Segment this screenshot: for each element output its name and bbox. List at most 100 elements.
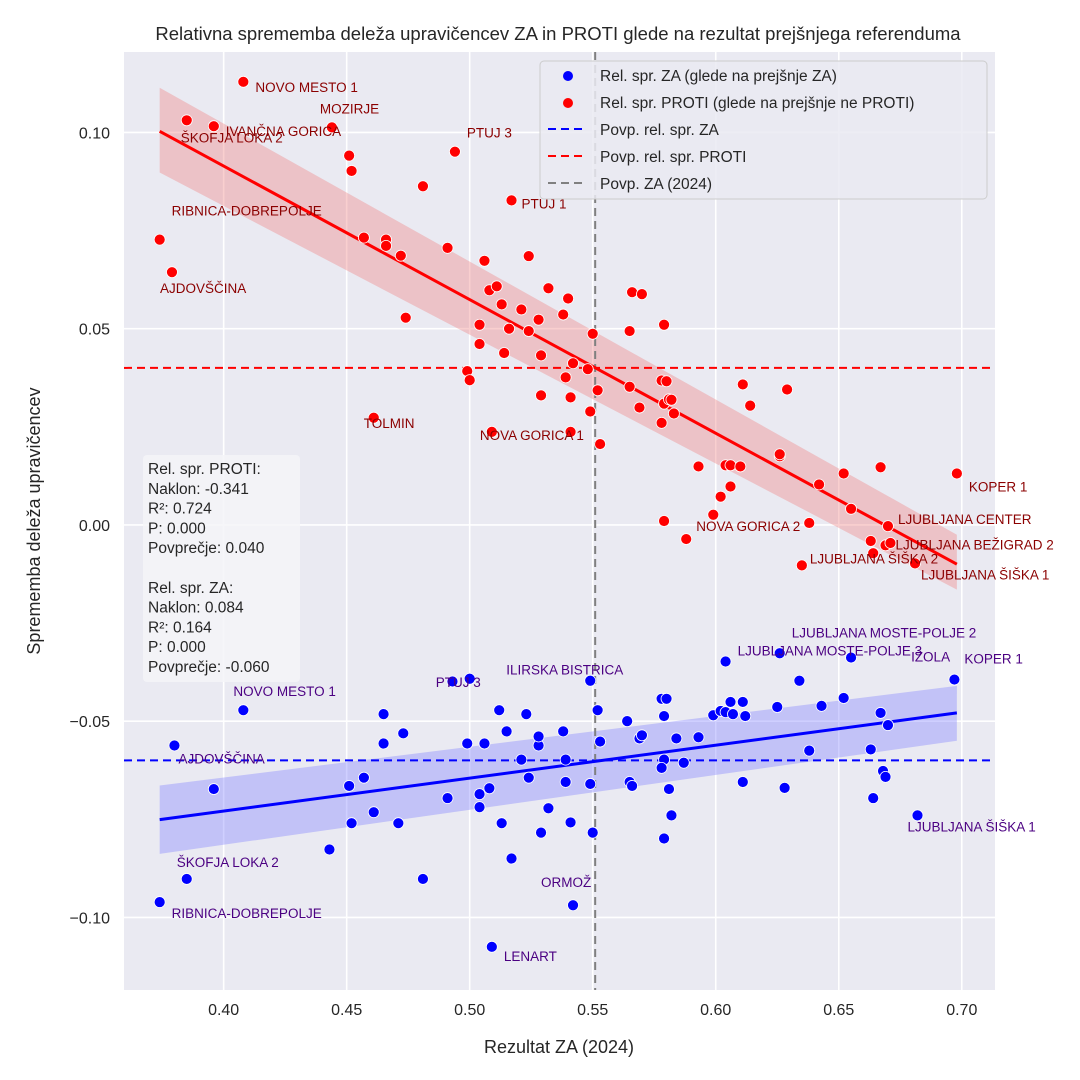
proti-point [734, 460, 747, 473]
proti-point [394, 249, 407, 262]
proti-point [668, 407, 680, 420]
confidence-band-proti [159, 87, 957, 590]
proti-point-label: LJUBLJANA ŠIŠKA 2 [810, 551, 938, 566]
proti-point [874, 461, 887, 474]
proti-point [724, 459, 737, 472]
za-point [567, 899, 579, 912]
confidence-bands [159, 87, 957, 854]
za-point [882, 719, 894, 731]
legend-label: Povp. rel. spr. ZA [600, 122, 720, 139]
x-axis-ticks: 0.40 0.45 0.50 0.55 0.60 0.65 0.70 [208, 1002, 977, 1019]
za-point [483, 782, 496, 795]
stats-line: P: 0.000 [148, 520, 206, 537]
proti-point-label: LJUBLJANA BEŽIGRAD 2 [896, 537, 1054, 552]
y-axis-ticks: 0.10 0.05 0.00 −0.05 −0.10 [70, 125, 111, 927]
proti-point [495, 298, 508, 311]
za-point [357, 771, 370, 784]
proti-point [594, 438, 606, 450]
proti-point [326, 121, 338, 134]
za-point-label: NOVO MESTO 1 [233, 684, 336, 699]
proti-point [367, 411, 380, 424]
za-point [736, 696, 749, 708]
za-point-label: LJUBLJANA MOSTE-POLJE 3 [738, 644, 923, 659]
za-point-label: PTUJ 3 [436, 675, 481, 690]
proti-point [584, 405, 597, 418]
proti-point [884, 537, 897, 549]
proti-point-label: PTUJ 1 [522, 196, 567, 211]
proti-point-label: AJDOVŠČINA [160, 281, 246, 296]
proti-point-label: PTUJ 3 [467, 126, 512, 141]
za-point [417, 873, 429, 885]
y-tick-label: −0.10 [70, 910, 111, 927]
proti-point [636, 288, 648, 301]
proti-point [522, 325, 535, 337]
proti-point-label: KOPER 1 [969, 480, 1028, 495]
legend-label: Povp. rel. spr. PROTI [600, 149, 746, 166]
za-point-label: AJDOVŠČINA [178, 751, 264, 766]
stats-line: Povprečje: -0.060 [148, 659, 270, 676]
x-tick-label: 0.50 [454, 1002, 485, 1019]
proti-point [655, 416, 668, 429]
za-point [911, 809, 924, 822]
za-point [626, 780, 638, 792]
za-point [564, 816, 577, 829]
proti-point [623, 380, 636, 393]
proti-point-label: ŠKOFJA LOKA 2 [181, 130, 283, 145]
proti-point [623, 325, 636, 337]
proti-point [503, 322, 515, 335]
proti-point [781, 383, 793, 396]
za-point [473, 788, 486, 801]
stats-line: P: 0.000 [148, 639, 206, 656]
za-point [948, 673, 961, 686]
regression-line-proti [158, 129, 958, 566]
proti-point [564, 391, 577, 404]
stats-box-background [143, 455, 300, 682]
legend-marker [563, 98, 573, 108]
y-tick-label: 0.10 [79, 125, 110, 142]
x-tick-label: 0.55 [577, 1002, 608, 1019]
proti-point [909, 557, 921, 570]
x-tick-label: 0.45 [331, 1002, 362, 1019]
za-point [621, 715, 634, 728]
za-point-label: ILIRSKA BISTRICA [506, 663, 623, 678]
proti-point [633, 401, 646, 414]
proti-point [591, 384, 604, 397]
proti-point [180, 114, 193, 127]
proti-point [950, 467, 963, 480]
stats-line: Naklon: -0.341 [148, 481, 249, 498]
za-point [542, 802, 555, 815]
proti-point [707, 508, 720, 521]
proti-point [564, 426, 577, 438]
za-point [557, 725, 570, 738]
proti-point-label: MOZIRJE [320, 101, 379, 116]
za-point [441, 792, 454, 804]
za-point [727, 708, 739, 720]
grid [124, 52, 995, 990]
stats-line: Naklon: 0.084 [148, 600, 244, 617]
proti-point-label: NOVA GORICA 1 [480, 428, 584, 443]
proti-point [542, 282, 555, 295]
proti-point [864, 535, 877, 547]
proti-point [478, 254, 491, 267]
za-point [495, 817, 508, 830]
y-axis-title: Sprememba deleža upravičencev [24, 387, 44, 654]
za-point [446, 675, 459, 688]
proti-point [535, 349, 547, 362]
x-axis-title: Rezultat ZA (2024) [484, 1037, 634, 1057]
za-point [505, 852, 518, 865]
proti-point-label: IVANČNA GORICA [226, 124, 341, 139]
za-point [719, 655, 732, 668]
legend-label: Rel. spr. PROTI (glede na prejšnje ne PR… [600, 95, 914, 112]
legend-marker [563, 71, 573, 81]
proti-point [773, 448, 786, 461]
proti-point [581, 363, 594, 376]
proti-point-label: LJUBLJANA ŠIŠKA 1 [921, 567, 1049, 582]
proti-point [557, 308, 570, 321]
legend: Rel. spr. ZA (glede na prejšnje ZA) Rel. … [539, 60, 988, 200]
za-point [377, 737, 390, 750]
data-points [153, 75, 963, 953]
za-point [594, 735, 606, 748]
stats-line: R²: 0.164 [148, 619, 212, 636]
proti-point [343, 149, 356, 162]
